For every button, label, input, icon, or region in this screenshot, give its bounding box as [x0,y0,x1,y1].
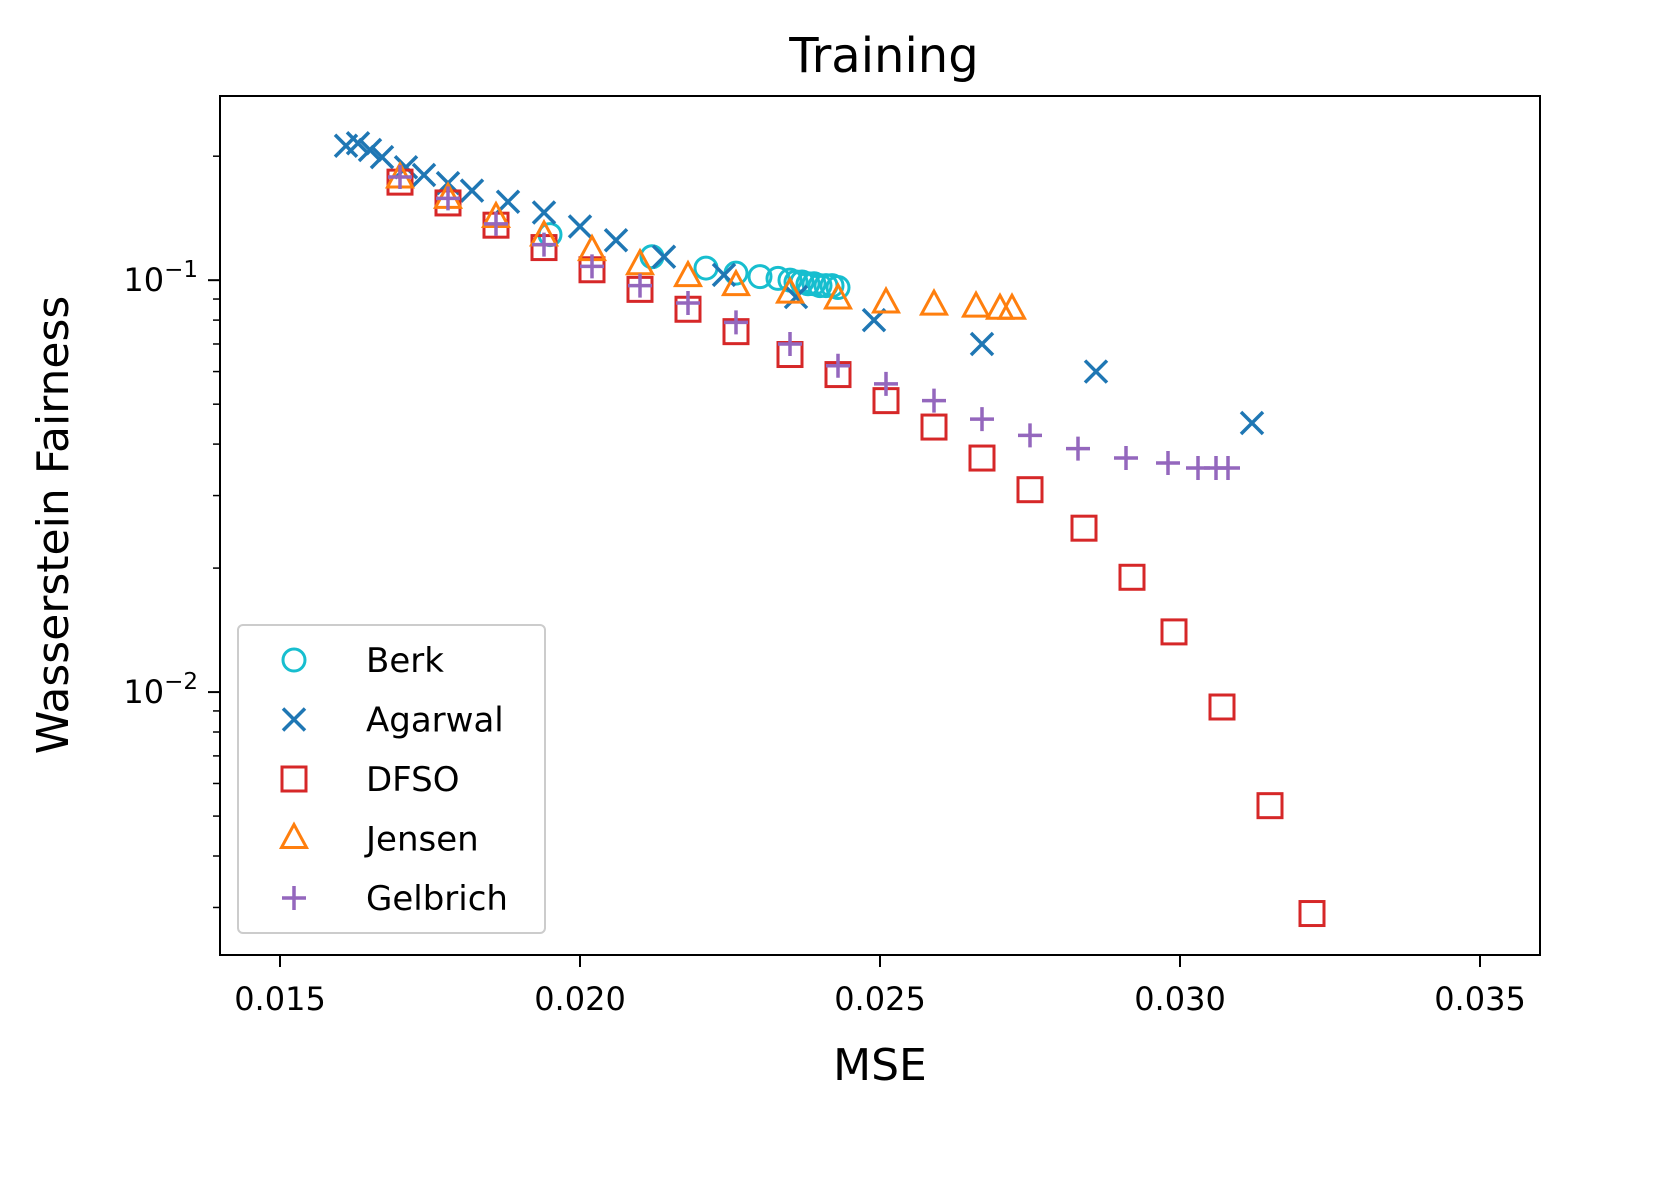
legend-box [237,624,546,934]
x-tick-label: 0.015 [234,980,326,1018]
agarwal-point [531,200,557,225]
gelbrich-point [532,232,556,257]
dfso-point [1070,514,1098,542]
gelbrich-point [484,211,508,236]
agarwal-point [357,137,383,163]
dfso-point [1160,618,1188,646]
agarwal-point [411,162,437,188]
agarwal-point [459,178,485,203]
dfso-point [1298,900,1326,928]
gelbrich-point [628,273,652,298]
y-tick-label: 10−1 [123,257,198,299]
gelbrich-point [1156,450,1180,475]
legend: Berk Agarwal DFSO Jensen Gelbrich [237,624,546,934]
legend-marker-gelbrich [282,886,306,910]
berk-point [693,255,719,281]
gelbrich-point [580,254,604,279]
gelbrich-point [874,371,898,396]
x-tick-label: 0.035 [1434,980,1526,1018]
gelbrich-point [922,388,946,413]
dfso-point [920,413,948,441]
series-jensen [384,160,1028,320]
agarwal-point [651,244,677,269]
data-markers [333,131,1326,928]
gelbrich-point [970,407,994,432]
gelbrich-point [436,186,460,211]
jensen-point [960,290,992,318]
x-tick-label: 0.020 [534,980,626,1018]
agarwal-point [369,144,395,170]
gelbrich-point [778,331,802,356]
legend-marker-jensen [278,821,310,849]
dfso-point [1016,476,1044,504]
jensen-point [996,292,1028,320]
agarwal-point [567,214,593,239]
berk-point [825,274,851,300]
gelbrich-point [1066,436,1090,461]
jensen-point [672,259,704,288]
berk-point [795,271,821,297]
jensen-point [918,287,950,316]
legend-label-dfso: DFSO [366,760,459,800]
chart-title: Training [788,28,978,84]
agarwal-point [1083,359,1109,384]
jensen-point [774,276,806,304]
agarwal-point [1239,410,1265,436]
x-tick-label: 0.030 [1134,980,1226,1018]
series-gelbrich [388,165,1240,480]
y-axis-ticks: 10−1 10−2 [123,155,220,909]
legend-label-jensen: Jensen [364,820,479,860]
y-tick-label: 10−2 [123,669,198,711]
dfso-point [1256,792,1284,820]
series-agarwal [333,131,1265,436]
jensen-point [822,281,854,310]
x-axis-ticks: 0.015 0.020 0.025 0.030 0.035 [234,955,1526,1018]
legend-marker-dfso [280,765,308,793]
dfso-point [1118,563,1146,591]
gelbrich-point [826,353,850,378]
legend-marker-berk [281,647,307,673]
dfso-point [968,444,996,472]
x-tick-label: 0.025 [834,980,926,1018]
gelbrich-point [724,310,748,335]
jensen-point [870,285,902,314]
gelbrich-point [1114,446,1138,471]
agarwal-point [969,331,995,357]
berk-point [747,264,773,290]
legend-label-berk: Berk [366,641,444,681]
x-axis-label: MSE [833,1040,927,1091]
gelbrich-point [676,291,700,316]
jensen-point [720,268,752,297]
agarwal-point [345,131,371,156]
legend-label-agarwal: Agarwal [366,701,504,741]
agarwal-point [603,228,629,253]
gelbrich-point [388,165,412,190]
agarwal-point [783,284,809,310]
gelbrich-point [1216,455,1240,480]
gelbrich-point [1018,423,1042,448]
dfso-point [1208,693,1236,721]
legend-marker-agarwal [281,707,307,732]
berk-point [807,273,833,299]
y-axis-label: Wasserstein Fairness [28,296,79,755]
legend-label-gelbrich: Gelbrich [366,879,508,919]
